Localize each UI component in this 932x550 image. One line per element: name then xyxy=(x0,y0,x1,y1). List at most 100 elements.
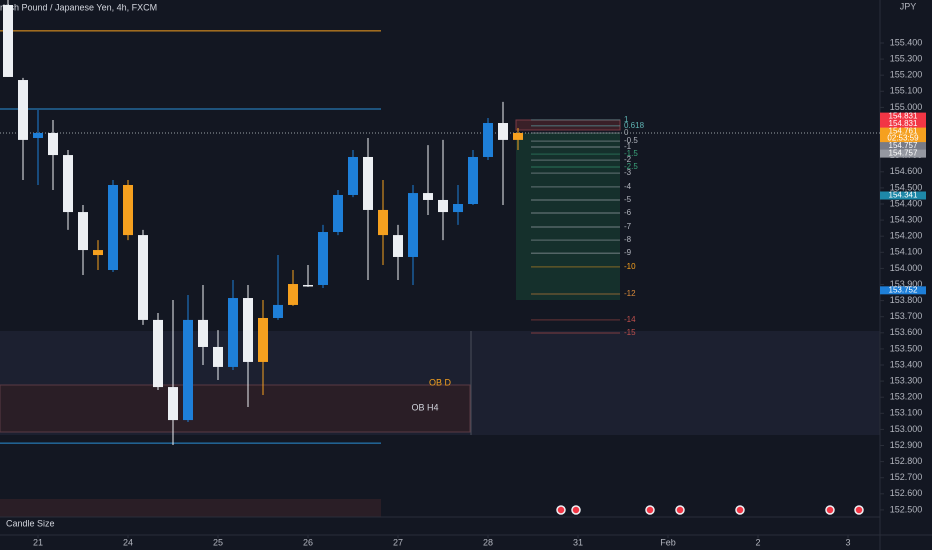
candle-body xyxy=(348,156,358,195)
fib-label: -0.5 xyxy=(624,136,638,145)
fib-label: -5 xyxy=(624,195,632,204)
x-tick-label: 2 xyxy=(755,537,760,547)
y-tick-label: 153.200 xyxy=(890,392,923,402)
y-tick-label: 154.300 xyxy=(890,214,923,224)
candle-body xyxy=(423,193,433,200)
price-tag-label: 153.752 xyxy=(889,285,918,294)
price-tag xyxy=(880,120,926,129)
y-tick-label: 152.900 xyxy=(890,440,923,450)
candle-body xyxy=(498,123,508,140)
y-tick-label: 155.000 xyxy=(890,102,923,112)
fib-label: -7 xyxy=(624,222,632,231)
candle-body xyxy=(3,4,13,77)
candle-body xyxy=(63,155,73,213)
fib-label: 0 xyxy=(624,128,629,137)
y-tick-label: 152.800 xyxy=(890,456,923,466)
fib-label: -8 xyxy=(624,235,632,244)
price-tag xyxy=(880,127,926,143)
candle-body xyxy=(123,184,133,236)
price-tag xyxy=(880,149,926,158)
price-tag xyxy=(880,142,926,151)
candle-body xyxy=(363,156,373,210)
candle-body xyxy=(93,250,103,256)
candle-body xyxy=(318,232,328,285)
fib-label: -9 xyxy=(624,248,632,257)
x-tick-label: 25 xyxy=(213,537,223,547)
zone-bottom xyxy=(0,499,381,517)
zone-label: OB H4 xyxy=(411,402,438,412)
candle-body xyxy=(18,80,28,140)
candle-body xyxy=(48,132,58,156)
fib-label: -14 xyxy=(624,315,636,324)
currency: JPY xyxy=(900,1,917,11)
y-tick-label: 153.400 xyxy=(890,359,923,369)
candle-body xyxy=(303,284,313,287)
y-tick-label: 153.600 xyxy=(890,327,923,337)
fib-label: -3 xyxy=(624,168,632,177)
fib-label: -1 xyxy=(624,142,632,151)
price-tag xyxy=(880,286,926,295)
candle-body xyxy=(513,132,523,140)
candle-body xyxy=(183,319,193,421)
y-tick-label: 153.500 xyxy=(890,343,923,353)
y-tick-label: 155.400 xyxy=(890,37,923,47)
target-box xyxy=(516,133,620,300)
y-tick-label: 154.000 xyxy=(890,263,923,273)
candle-body xyxy=(78,212,88,251)
y-tick-label: 153.700 xyxy=(890,311,923,321)
fib-label: -15 xyxy=(624,328,636,337)
fib-label: -1.5 xyxy=(624,149,638,158)
event-icons xyxy=(556,505,864,515)
x-tick-label: Feb xyxy=(660,537,676,547)
y-tick-label: 154.600 xyxy=(890,166,923,176)
x-tick-label: 31 xyxy=(573,537,583,547)
y-tick-label: 152.700 xyxy=(890,472,923,482)
candle-body xyxy=(288,284,298,305)
candle-body xyxy=(393,235,403,257)
y-tick-label: 153.800 xyxy=(890,295,923,305)
zone-label: OB D xyxy=(429,377,452,387)
fib-label: -12 xyxy=(624,289,636,298)
price-tag-label: 154.831 xyxy=(889,112,918,121)
candle-body xyxy=(468,156,478,204)
chart-title: British Pound / Japanese Yen, 4h, FXCM xyxy=(0,2,157,12)
fib-label: -10 xyxy=(624,262,636,271)
y-tick-label: 153.900 xyxy=(890,279,923,289)
candle-body xyxy=(138,235,148,320)
price-tag-label: 154.761 xyxy=(889,127,918,136)
candle-body xyxy=(198,319,208,347)
candle-body xyxy=(243,298,253,362)
price-tag-label: 154.831 xyxy=(889,119,918,128)
fib-label: -6 xyxy=(624,208,632,217)
x-tick-label: 21 xyxy=(33,537,43,547)
price-tag-label: 154.341 xyxy=(889,191,918,200)
price-tag-label: 154.757 xyxy=(889,149,918,158)
fib-label: -2.5 xyxy=(624,162,638,171)
price-tag-label: 154.757 xyxy=(889,141,918,150)
candle-body xyxy=(333,194,343,233)
candle-body xyxy=(153,319,163,388)
candle-body xyxy=(33,132,43,138)
fib-label: -4 xyxy=(624,182,632,191)
y-tick-label: 152.500 xyxy=(890,504,923,514)
candle-body xyxy=(108,184,118,271)
price-tag xyxy=(880,112,926,121)
candle-body xyxy=(453,203,463,213)
fib-label: -2 xyxy=(624,155,632,164)
candle-body xyxy=(483,123,493,157)
candle-body xyxy=(168,387,178,421)
x-tick-label: 26 xyxy=(303,537,313,547)
fib-label: 0.618 xyxy=(624,121,645,130)
x-tick-label: 3 xyxy=(845,537,850,547)
countdown: 02:53:59 xyxy=(887,134,919,143)
y-tick-label: 155.100 xyxy=(890,86,923,96)
y-tick-label: 153.000 xyxy=(890,424,923,434)
candle-body xyxy=(213,346,223,367)
candle-body xyxy=(228,298,238,367)
y-tick-label: 154.200 xyxy=(890,231,923,241)
ob-h4-box xyxy=(0,384,471,433)
stop-box xyxy=(515,119,621,131)
y-tick-label: 152.600 xyxy=(890,488,923,498)
